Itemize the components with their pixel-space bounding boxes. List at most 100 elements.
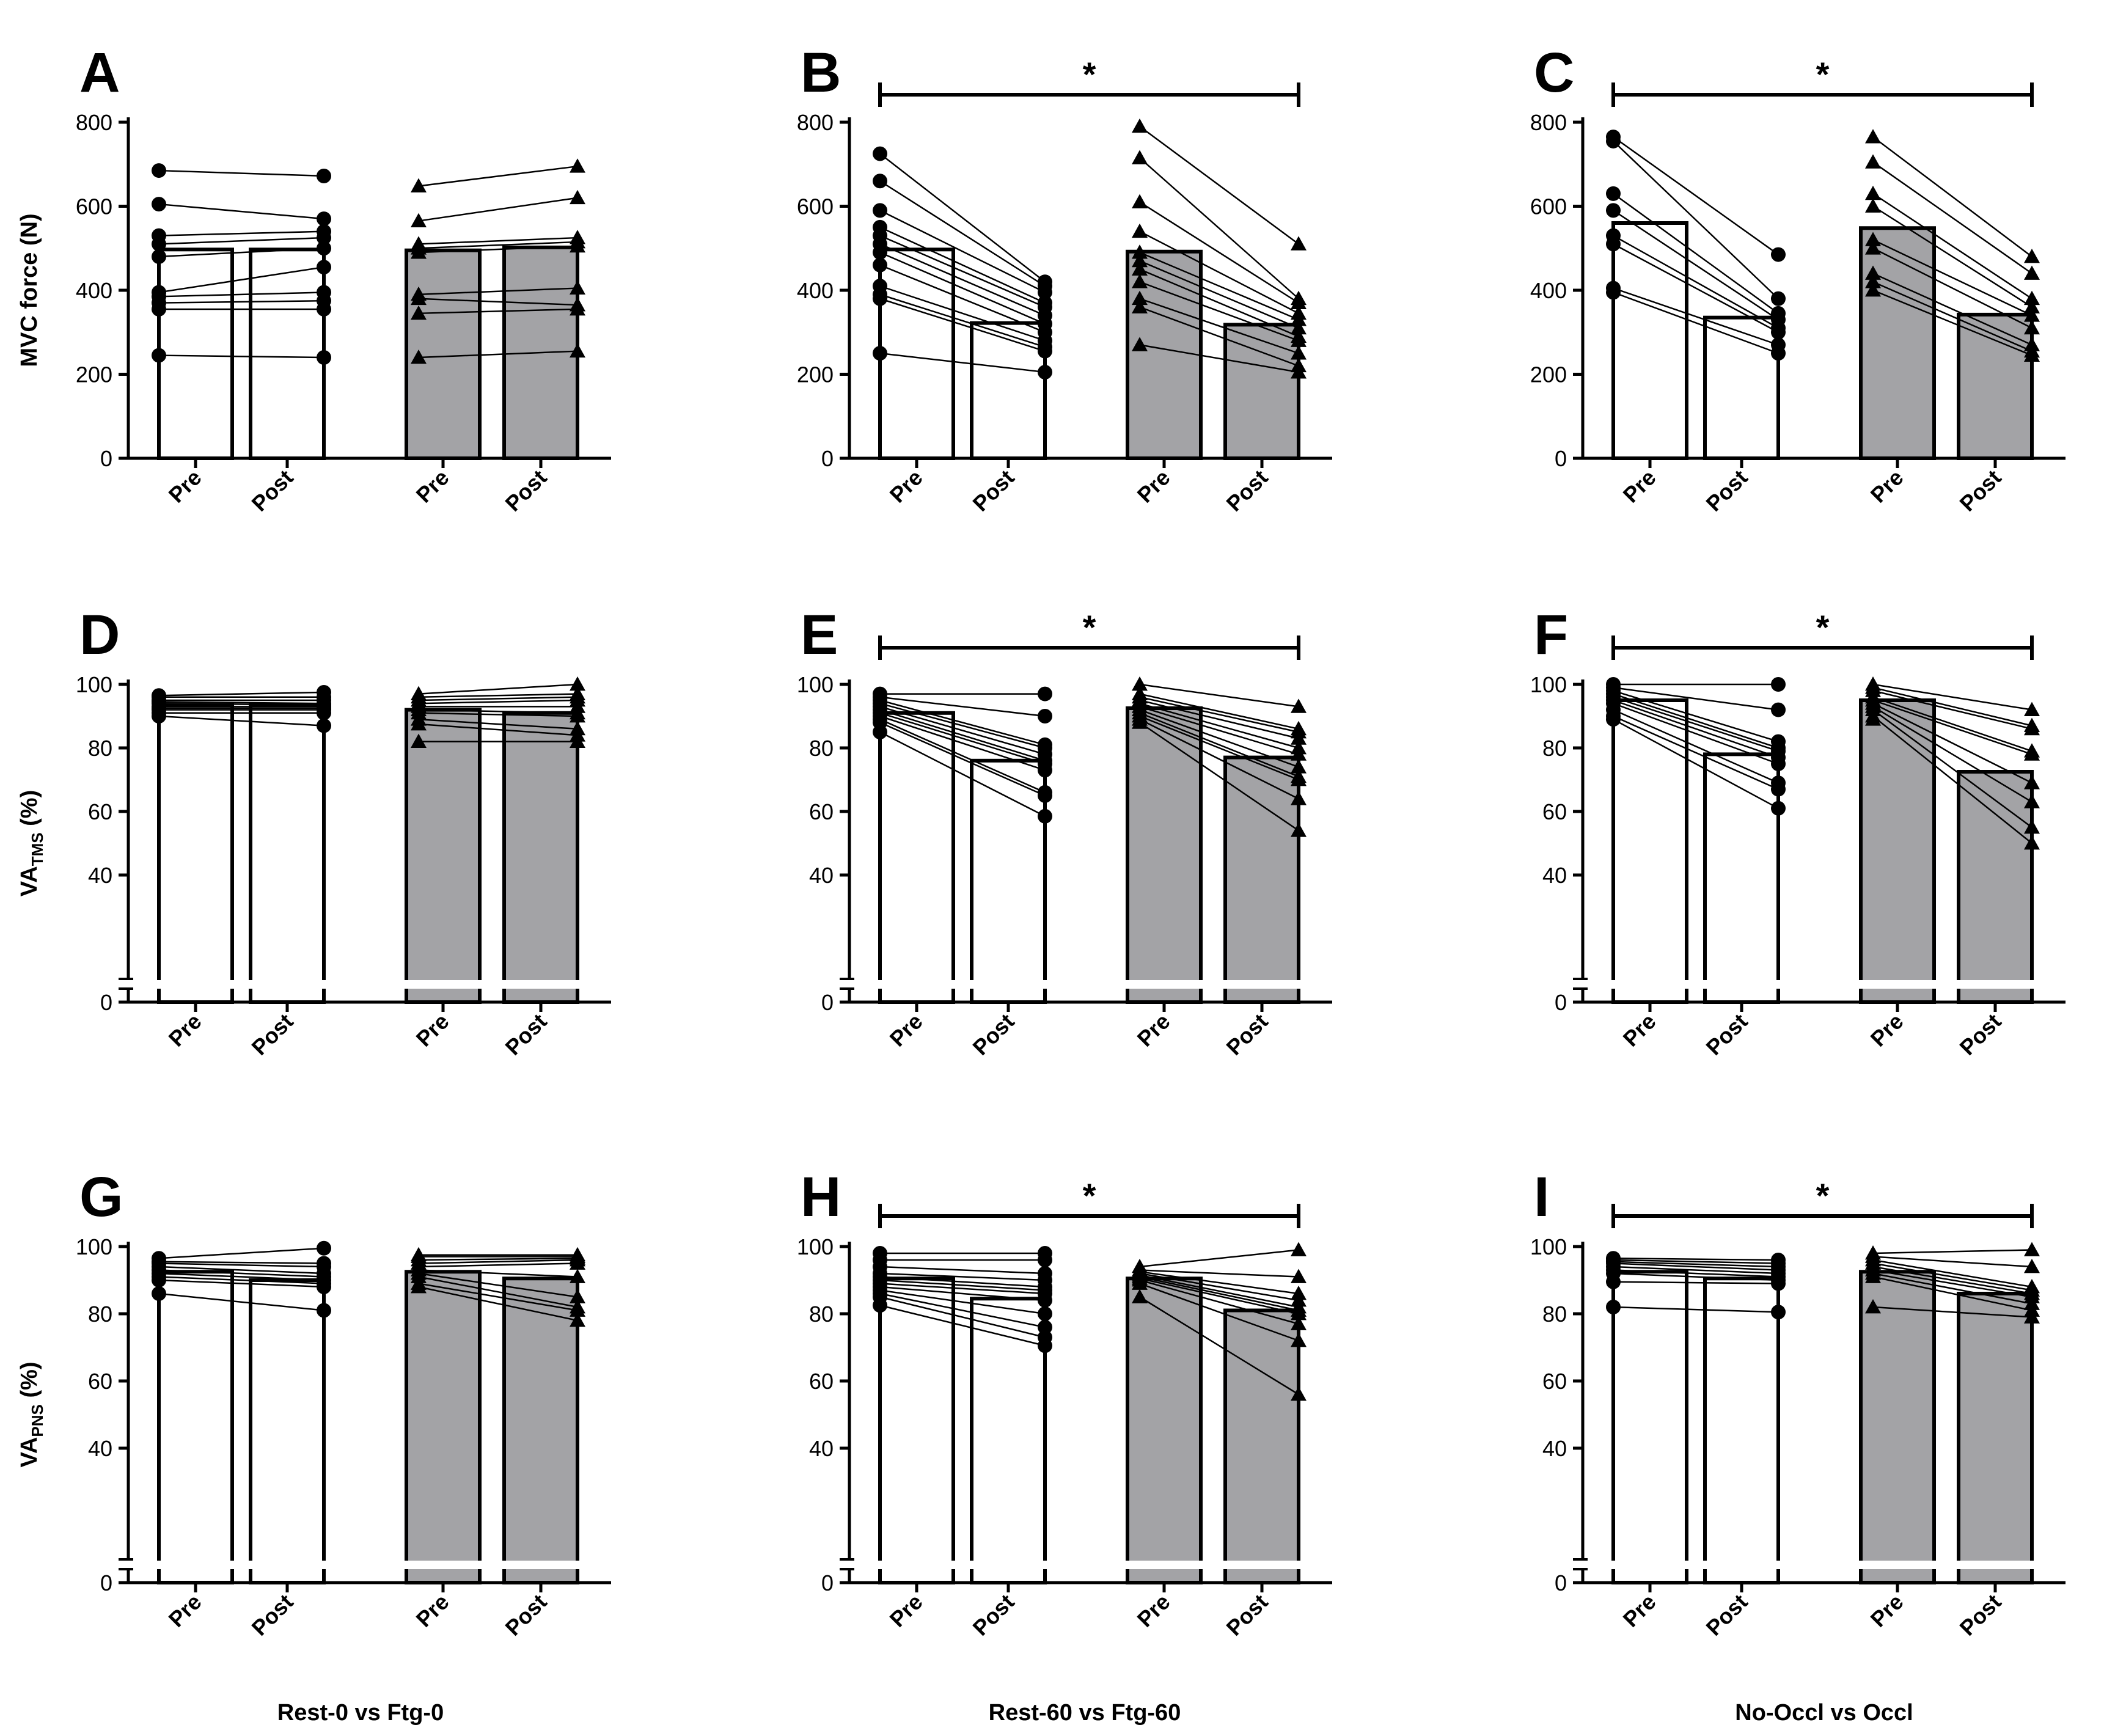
y-tick-label: 100: [797, 1234, 834, 1259]
bar-3: [405, 1270, 482, 1584]
post-point: [1291, 730, 1307, 745]
post-point: [1291, 759, 1307, 774]
subject-line: [158, 236, 324, 245]
pre-point: [873, 146, 887, 161]
subject-line: [158, 702, 324, 706]
post-point: [2024, 347, 2040, 362]
x-tick-label: Post: [1955, 465, 2006, 516]
subject-line: [1139, 1269, 1299, 1278]
post-point: [1038, 808, 1052, 824]
subject-line: [1613, 192, 1779, 314]
subject-line: [418, 241, 578, 249]
y-tick-label: 0: [1555, 1570, 1567, 1595]
subject-line: [1139, 1276, 1299, 1311]
subject-line: [418, 1272, 578, 1298]
y-tick-label: 60: [1542, 799, 1567, 824]
x-tick-label: Pre: [1132, 1009, 1175, 1052]
post-point: [317, 718, 331, 733]
post-point: [570, 1269, 585, 1283]
pre-point: [873, 346, 887, 361]
subject-line: [158, 230, 324, 236]
post-point: [1038, 1338, 1052, 1353]
bar-2: [249, 703, 326, 1005]
subject-line: [879, 712, 1046, 765]
significance-star: *: [1816, 1176, 1830, 1215]
significance-star: *: [1083, 55, 1096, 93]
post-point: [1038, 1293, 1052, 1308]
axis-break-gap: [155, 1561, 236, 1569]
subject-line: [1139, 722, 1299, 832]
subject-line: [1613, 136, 1779, 255]
post-point: [1291, 698, 1307, 713]
y-tick-label: 40: [88, 1436, 112, 1461]
x-tick-label: Pre: [885, 465, 928, 508]
post-point: [570, 1289, 585, 1303]
y-break-gap: [1578, 980, 1588, 988]
post-point: [317, 211, 331, 227]
post-point: [1038, 709, 1052, 723]
x-tick-label: Pre: [885, 1589, 928, 1632]
subject-line: [1872, 1256, 2033, 1268]
y-tick-label: 40: [809, 1436, 834, 1461]
post-point: [1038, 285, 1052, 300]
post-point: [1291, 822, 1307, 837]
subject-line: [1872, 192, 2033, 299]
subject-line: [1613, 696, 1779, 752]
subject-line: [418, 287, 578, 296]
subject-line: [418, 1283, 578, 1311]
post-point: [317, 241, 331, 256]
subject-line: [1872, 1259, 2033, 1288]
y-tick-label: 200: [76, 362, 112, 387]
post-point: [1291, 1269, 1307, 1283]
panel-a: A 0 200 400 600 800 Pre Post Pre Post MVC force (N…: [16, 42, 611, 516]
post-point: [570, 280, 585, 295]
subject-line: [879, 696, 1046, 717]
subject-line: [1613, 291, 1779, 354]
subject-line: [1613, 1262, 1779, 1271]
post-point: [1291, 791, 1307, 805]
subject-line: [879, 1292, 1046, 1328]
post-point: [317, 230, 331, 246]
post-point: [570, 189, 585, 205]
x-tick-label: Post: [1701, 465, 1753, 516]
pre-point: [1606, 186, 1621, 201]
x-tick-label: Post: [1701, 1589, 1753, 1641]
y-tick-label: 60: [1542, 1369, 1567, 1394]
subject-line: [1139, 1272, 1299, 1302]
post-point: [2024, 320, 2040, 335]
subject-line: [158, 1247, 324, 1259]
subject-line: [1872, 699, 2033, 755]
pre-point: [1132, 194, 1148, 209]
axis-break-gap: [968, 1561, 1049, 1569]
y-break-gap: [1578, 1560, 1588, 1569]
subject-line: [158, 266, 324, 293]
pre-point: [411, 178, 427, 192]
pre-point: [1132, 150, 1148, 164]
pre-point: [873, 174, 887, 189]
bar-4: [502, 711, 579, 1005]
post-point: [1038, 1306, 1052, 1321]
subject-line: [418, 1269, 578, 1278]
y-tick-label: 100: [797, 672, 834, 697]
pre-point: [152, 236, 166, 252]
bar-1: [1611, 698, 1688, 1004]
subject-line: [418, 308, 578, 315]
subject-line: [1613, 715, 1779, 790]
pre-point: [1132, 1289, 1148, 1303]
bar-1: [1611, 1270, 1688, 1584]
axis-break-gap: [876, 980, 957, 989]
pre-point: [1606, 1274, 1621, 1289]
pre-point: [152, 348, 166, 363]
subject-line: [158, 1276, 324, 1284]
subject-line: [1139, 251, 1299, 321]
y-tick-label: 80: [1542, 736, 1567, 761]
axis-break-gap: [876, 1561, 957, 1569]
subject-line: [1872, 281, 2033, 352]
pre-point: [873, 1298, 887, 1313]
bar-4: [1957, 312, 2034, 460]
subject-line: [158, 1292, 324, 1311]
subject-line: [879, 264, 1046, 333]
post-point: [1291, 320, 1307, 335]
pre-point: [873, 291, 887, 306]
